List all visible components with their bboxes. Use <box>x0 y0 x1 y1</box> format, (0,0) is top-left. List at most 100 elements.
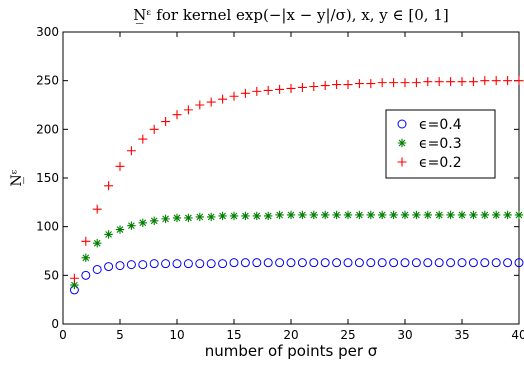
data-point <box>126 260 136 270</box>
data-point <box>446 77 456 87</box>
data-point <box>172 259 182 269</box>
data-point <box>93 239 102 248</box>
data-point <box>480 258 490 268</box>
data-point <box>492 210 501 220</box>
data-point <box>378 210 387 220</box>
x-tick-label: 30 <box>397 328 412 342</box>
y-tick-label: 300 <box>36 25 59 39</box>
y-tick-label: 150 <box>36 171 59 185</box>
y-tick-label: 100 <box>36 220 59 234</box>
data-point <box>70 280 79 290</box>
data-point <box>389 210 398 220</box>
data-point <box>183 259 193 269</box>
x-tick-label: 20 <box>283 328 298 342</box>
data-point <box>172 110 182 120</box>
data-point <box>161 117 171 127</box>
legend: ϵ=0.4 ϵ=0.3 ϵ=0.2 <box>385 109 496 179</box>
data-point <box>206 259 216 269</box>
x-tick-label: 25 <box>340 328 355 342</box>
data-point <box>92 264 102 274</box>
data-point <box>309 82 319 92</box>
data-point <box>286 83 296 93</box>
data-point <box>411 78 421 88</box>
data-point <box>92 204 102 214</box>
data-point <box>423 77 433 87</box>
data-point <box>252 258 262 268</box>
data-point <box>332 80 342 90</box>
x-tick-label: 35 <box>454 328 469 342</box>
data-point <box>343 80 353 90</box>
data-point <box>297 82 307 92</box>
data-point <box>469 210 478 220</box>
data-point <box>183 105 193 115</box>
data-point <box>252 86 262 96</box>
data-point <box>81 270 91 280</box>
data-point <box>320 258 330 268</box>
data-point <box>195 212 204 222</box>
data-point <box>149 124 159 134</box>
data-point <box>389 78 399 88</box>
data-point <box>435 210 444 220</box>
data-point <box>275 84 285 94</box>
series-layer <box>69 76 524 295</box>
data-point <box>115 225 125 234</box>
data-point <box>332 258 342 268</box>
legend-label: ϵ=0.4 <box>419 117 462 133</box>
data-point <box>241 211 250 221</box>
data-point <box>400 78 410 88</box>
data-point <box>104 230 113 239</box>
data-point <box>412 210 421 220</box>
legend-marker <box>397 157 407 167</box>
y-tick-label: 0 <box>51 317 59 331</box>
data-point <box>514 210 524 220</box>
y-axis-label: N̲ᵋ <box>9 169 25 186</box>
series-asterisk <box>70 210 524 290</box>
data-point <box>354 79 364 89</box>
data-point <box>514 76 524 86</box>
series-plus <box>69 76 524 283</box>
data-point <box>457 258 467 268</box>
data-point <box>229 258 239 268</box>
x-tick-label: 40 <box>511 328 524 342</box>
data-point <box>423 210 432 220</box>
data-point <box>172 213 182 223</box>
data-point <box>184 213 193 223</box>
y-axis: 0 50 100 150 200 250 300 <box>36 25 519 331</box>
data-point <box>195 100 205 110</box>
data-point <box>149 259 159 269</box>
data-point <box>126 146 136 156</box>
y-tick-label: 250 <box>36 74 59 88</box>
y-tick-label: 200 <box>36 122 59 136</box>
x-axis: 0 5 10 15 20 25 30 35 40 <box>59 32 524 342</box>
data-point <box>264 211 273 221</box>
data-point <box>298 210 307 220</box>
data-point <box>115 161 125 171</box>
x-tick-label: 5 <box>116 328 124 342</box>
data-point <box>286 258 296 268</box>
data-point <box>229 91 239 101</box>
data-point <box>206 97 216 107</box>
data-point <box>366 210 375 220</box>
data-point <box>446 210 455 220</box>
data-point <box>218 94 228 104</box>
data-point <box>514 258 524 268</box>
data-point <box>366 258 376 268</box>
data-point <box>240 258 250 268</box>
data-point <box>104 262 114 272</box>
data-point <box>411 258 421 268</box>
data-point <box>503 210 512 220</box>
data-point <box>400 210 410 220</box>
data-point <box>218 211 227 221</box>
data-point <box>252 211 261 221</box>
data-point <box>468 77 478 87</box>
data-point <box>480 210 489 220</box>
data-point <box>389 258 399 268</box>
data-point <box>343 258 353 268</box>
data-point <box>207 212 216 222</box>
data-point <box>377 258 387 268</box>
data-point <box>491 258 501 268</box>
data-point <box>400 258 410 268</box>
data-point <box>229 211 239 221</box>
data-point <box>355 210 364 220</box>
